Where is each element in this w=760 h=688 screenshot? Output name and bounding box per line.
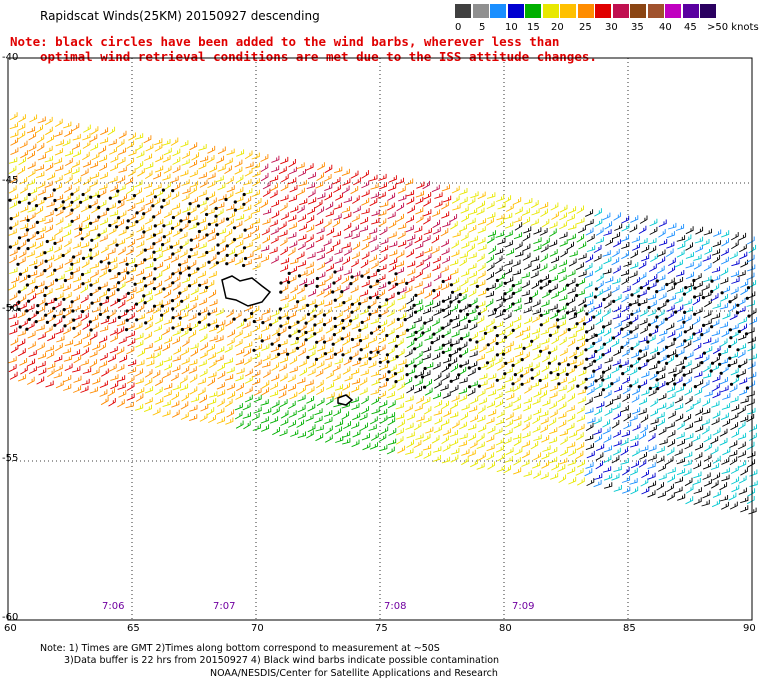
islands — [221, 275, 354, 406]
legend-label: 40 — [659, 22, 672, 33]
lat-label-40: -40 — [2, 52, 19, 63]
legend-swatch — [595, 4, 611, 18]
map-title: Rapidscat Winds(25KM) 20150927 descendin… — [40, 9, 320, 23]
legend-swatch — [455, 4, 471, 18]
note-line-2: optimal wind retrieval conditions are me… — [40, 49, 597, 64]
lon-label-60: 60 — [4, 623, 17, 634]
legend-swatch — [525, 4, 541, 18]
lat-label-50: -50 — [2, 303, 19, 314]
legend-swatch — [472, 4, 489, 18]
legend-swatch — [612, 4, 629, 18]
legend-label: 0 — [455, 22, 462, 33]
legend-label: 20 — [551, 22, 564, 33]
lon-label-90: 90 — [743, 623, 756, 634]
legend-swatch — [542, 4, 559, 18]
lon-label-70: 70 — [251, 623, 264, 634]
lat-label-45: -45 — [2, 175, 19, 186]
legend-swatch — [665, 4, 681, 18]
time-label-4: 7:09 — [512, 601, 535, 612]
footer-note-1: Note: 1) Times are GMT 2)Times along bot… — [40, 643, 440, 654]
legend-units: >50 knots — [707, 22, 759, 33]
legend-swatch — [577, 4, 594, 18]
plot-frame — [7, 57, 753, 621]
legend-label: 15 — [527, 22, 540, 33]
lat-label-55: -55 — [2, 453, 19, 464]
time-label-1: 7:06 — [102, 601, 125, 612]
legend-label: 10 — [505, 22, 518, 33]
legend-label: 25 — [579, 22, 592, 33]
wind-barbs — [8, 112, 758, 515]
lon-label-75: 75 — [375, 623, 388, 634]
lon-label-85: 85 — [623, 623, 636, 634]
lat-label-60: -60 — [2, 612, 19, 623]
legend-swatch — [490, 4, 506, 18]
lat-lon-grid — [7, 57, 753, 621]
legend-swatch — [700, 4, 716, 18]
legend-swatch — [630, 4, 646, 18]
legend-label: 5 — [479, 22, 486, 33]
footer-credit: NOAA/NESDIS/Center for Satellite Applica… — [210, 668, 498, 679]
time-label-3: 7:08 — [384, 601, 407, 612]
lon-label-80: 80 — [499, 623, 512, 634]
wind-speed-legend: 0 5 10 15 20 25 30 35 40 45 >50 knots — [455, 4, 759, 36]
footer-note-2: 3)Data buffer is 22 hrs from 20150927 4)… — [64, 655, 500, 666]
legend-swatch — [647, 4, 664, 18]
legend-swatch — [560, 4, 576, 18]
legend-label: 35 — [631, 22, 644, 33]
note-line-1: Note: black circles have been added to t… — [10, 34, 560, 49]
legend-swatch — [682, 4, 699, 18]
legend-label: 45 — [684, 22, 697, 33]
legend-swatch — [507, 4, 524, 18]
legend-label: 30 — [605, 22, 618, 33]
time-label-2: 7:07 — [213, 601, 236, 612]
lon-label-65: 65 — [127, 623, 140, 634]
